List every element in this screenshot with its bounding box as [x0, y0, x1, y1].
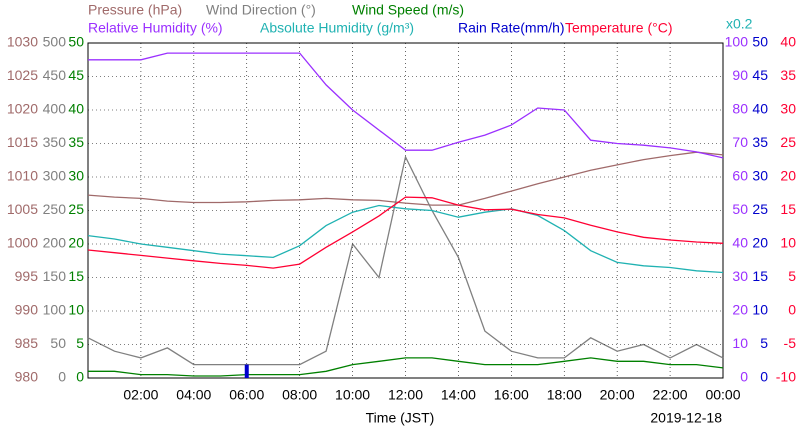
y-tick-label: 30 [68, 168, 84, 184]
x-tick-label: 00:00 [705, 387, 740, 403]
y-tick-label: 10 [732, 335, 748, 351]
y-tick-label: 30 [752, 168, 768, 184]
y-tick-label: 1010 [7, 168, 38, 184]
y-tick-label: 450 [43, 67, 67, 83]
y-tick-label: 1000 [7, 235, 38, 251]
y-tick-label: 20 [68, 235, 84, 251]
y-tick-label: 40 [732, 235, 748, 251]
series-line [87, 204, 724, 274]
y-tick-label: 35 [68, 134, 84, 150]
y-tick-label: 250 [43, 201, 67, 217]
y-tick-label: 25 [68, 201, 84, 217]
y-tick-label: 400 [43, 101, 67, 117]
y-tick-label: 20 [732, 302, 748, 318]
y-tick-label: 45 [752, 67, 768, 83]
y-tick-label: 0 [58, 369, 66, 385]
y-tick-label: 350 [43, 134, 67, 150]
y-tick-label: 50 [732, 201, 748, 217]
y-tick-label: 5 [76, 335, 84, 351]
y-tick-label: 40 [68, 101, 84, 117]
y-tick-label: 150 [43, 268, 67, 284]
series-line [88, 52, 724, 159]
y-tick-label: 0 [76, 369, 84, 385]
y-tick-label: 90 [732, 67, 748, 83]
y-tick-label: 500 [43, 34, 67, 50]
x-tick-label: 10:00 [335, 387, 370, 403]
y-tick-label: 30 [780, 101, 796, 117]
y-tick-label: 50 [68, 34, 84, 50]
y-tick-label: 25 [752, 201, 768, 217]
legend-wind-speed: Wind Speed (m/s) [352, 2, 464, 18]
x-tick-label: 18:00 [547, 387, 582, 403]
x-tick-label: 12:00 [388, 387, 423, 403]
y-tick-label: 1030 [7, 34, 38, 50]
x-tick-label: 02:00 [123, 387, 158, 403]
series-line [87, 154, 724, 366]
y-tick-label: 35 [752, 134, 768, 150]
x-tick-label: 20:00 [600, 387, 635, 403]
y-tick-label: 70 [732, 134, 748, 150]
series-line [88, 357, 724, 377]
legend-pressure: Pressure (hPa) [88, 2, 182, 18]
y-tick-label: 100 [725, 34, 749, 50]
series-line [87, 196, 724, 269]
y-tick-label: 1025 [7, 67, 38, 83]
y-tick-label: 100 [43, 302, 67, 318]
date-label: 2019-12-18 [650, 410, 722, 426]
y-tick-label: 980 [15, 369, 39, 385]
y-tick-label: 10 [752, 302, 768, 318]
y-tick-label: 200 [43, 235, 67, 251]
scale-annotation: x0.2 [726, 16, 753, 32]
y-tick-label: 40 [752, 101, 768, 117]
legend-absolute-humidity: Absolute Humidity (g/m³) [260, 20, 414, 36]
legend-temperature: Temperature (°C) [565, 20, 673, 36]
y-tick-label: 50 [50, 335, 66, 351]
y-tick-label: 50 [752, 34, 768, 50]
y-tick-label: 40 [780, 34, 796, 50]
y-tick-label: 15 [752, 268, 768, 284]
series-line [87, 151, 724, 206]
x-tick-label: 06:00 [229, 387, 264, 403]
y-tick-label: 1005 [7, 201, 38, 217]
y-tick-label: 1020 [7, 101, 38, 117]
y-tick-label: 30 [732, 268, 748, 284]
y-tick-label: 985 [15, 335, 39, 351]
y-tick-label: 25 [780, 134, 796, 150]
y-tick-label: 0 [760, 369, 768, 385]
rain-bar [244, 364, 249, 378]
y-tick-label: 0 [740, 369, 748, 385]
x-tick-label: 22:00 [653, 387, 688, 403]
y-tick-label: 10 [68, 302, 84, 318]
x-tick-label: 16:00 [494, 387, 529, 403]
x-tick-label: 08:00 [282, 387, 317, 403]
legend-wind-direction: Wind Direction (°) [206, 2, 316, 18]
y-tick-label: 990 [15, 302, 39, 318]
y-tick-label: 0 [788, 302, 796, 318]
y-tick-label: 5 [760, 335, 768, 351]
y-tick-label: 60 [732, 168, 748, 184]
y-tick-label: -5 [784, 335, 797, 351]
legend-rain-rate: Rain Rate(mm/h) [458, 20, 565, 36]
y-tick-label: -10 [776, 369, 796, 385]
x-tick-label: 14:00 [441, 387, 476, 403]
y-tick-label: 15 [68, 268, 84, 284]
y-tick-label: 995 [15, 268, 39, 284]
y-tick-label: 20 [780, 168, 796, 184]
x-tick-label: 04:00 [176, 387, 211, 403]
y-tick-label: 35 [780, 67, 796, 83]
y-tick-label: 1015 [7, 134, 38, 150]
y-tick-label: 5 [788, 268, 796, 284]
y-tick-label: 80 [732, 101, 748, 117]
x-axis-label: Time (JST) [366, 410, 435, 426]
y-tick-label: 15 [780, 201, 796, 217]
legend-relative-humidity: Relative Humidity (%) [88, 20, 223, 36]
y-tick-label: 10 [780, 235, 796, 251]
y-tick-label: 45 [68, 67, 84, 83]
y-tick-label: 20 [752, 235, 768, 251]
y-tick-label: 300 [43, 168, 67, 184]
